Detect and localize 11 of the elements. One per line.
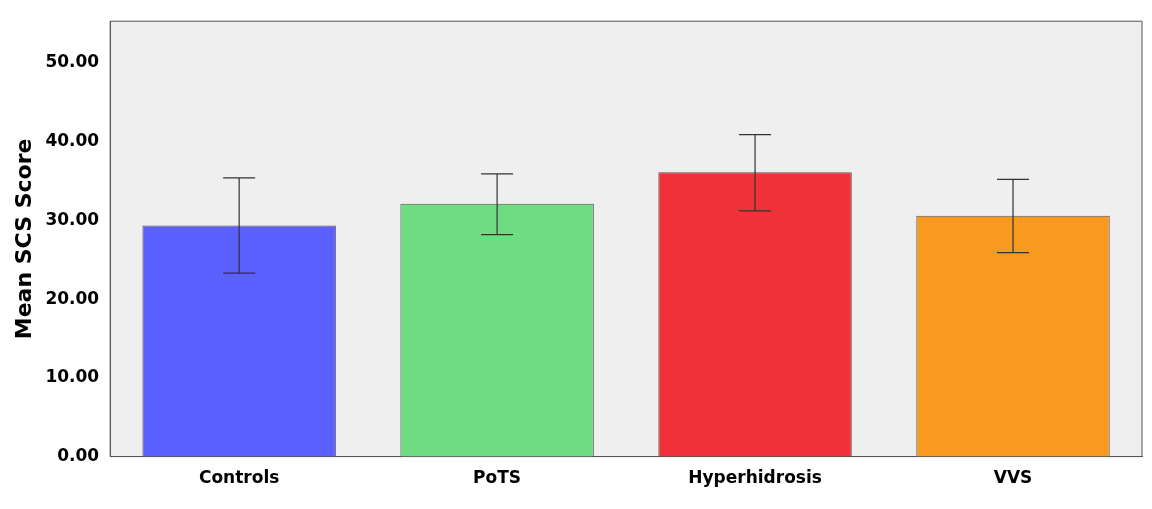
y-axis-title: Mean SCS Score [10,138,36,340]
x-tick-label: PoTS [473,467,522,488]
y-tick-label: 0.00 [57,445,100,466]
y-tick-label: 50.00 [45,51,100,72]
x-tick-label: Hyperhidrosis [688,467,822,488]
y-tick-label: 10.00 [45,366,100,387]
y-tick-label: 20.00 [45,287,100,308]
x-tick-label: VVS [993,467,1033,488]
y-tick-label: 40.00 [45,130,100,151]
x-tick-label: Controls [198,467,280,488]
y-tick-label: 30.00 [45,208,100,229]
